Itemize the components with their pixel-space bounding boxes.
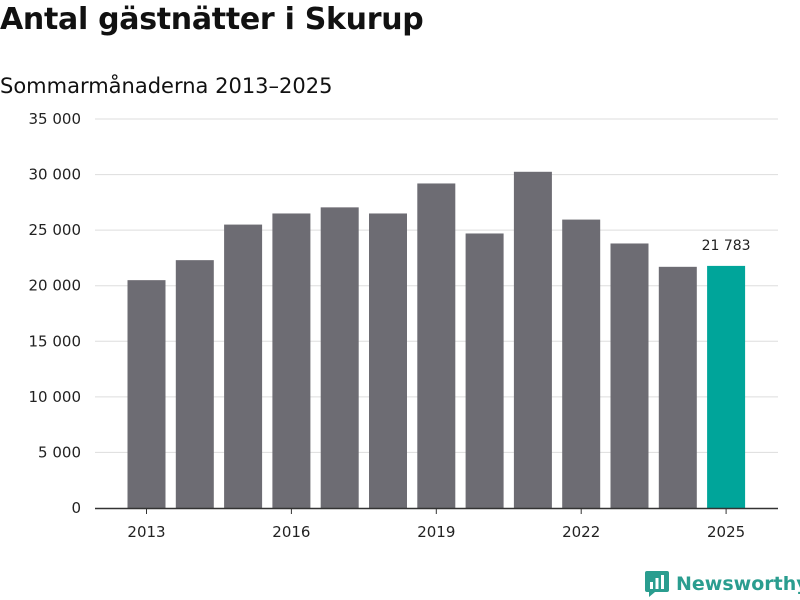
bar-2018 xyxy=(369,213,407,508)
bar-2019 xyxy=(417,183,456,508)
y-tick-label: 0 xyxy=(71,499,81,517)
bar-2024 xyxy=(658,266,697,508)
bar-2021 xyxy=(513,171,552,509)
x-tick-label: 2013 xyxy=(127,523,165,541)
bar-2023 xyxy=(610,243,649,509)
data-label: 21 783 xyxy=(702,238,751,254)
y-tick-label: 10 000 xyxy=(29,388,82,406)
brand-name: Newsworthy xyxy=(676,573,800,595)
y-tick-label: 20 000 xyxy=(29,277,82,295)
chart-title: Antal gästnätter i Skurup xyxy=(0,2,424,37)
x-tick-label: 2022 xyxy=(562,523,600,541)
y-tick-label: 35 000 xyxy=(29,110,82,128)
y-tick-label: 15 000 xyxy=(29,332,82,350)
bar-2017 xyxy=(320,207,359,508)
brand-logo: Newsworthy xyxy=(644,570,800,598)
bar-2016 xyxy=(272,213,311,508)
bar-2014 xyxy=(175,260,214,508)
x-tick-label: 2025 xyxy=(707,523,745,541)
x-tick-label: 2019 xyxy=(417,523,455,541)
bar-2020 xyxy=(465,233,504,508)
bar-2015 xyxy=(224,224,263,509)
newsworthy-logo-icon xyxy=(645,571,669,597)
bar-2025 xyxy=(707,265,746,508)
bar-2013 xyxy=(127,280,166,508)
y-tick-label: 30 000 xyxy=(29,166,82,184)
chart-subtitle: Sommarmånaderna 2013–2025 xyxy=(0,74,333,98)
y-tick-label: 25 000 xyxy=(29,221,82,239)
y-tick-label: 5 000 xyxy=(38,443,81,461)
bar-2022 xyxy=(562,219,601,508)
x-tick-label: 2016 xyxy=(272,523,310,541)
